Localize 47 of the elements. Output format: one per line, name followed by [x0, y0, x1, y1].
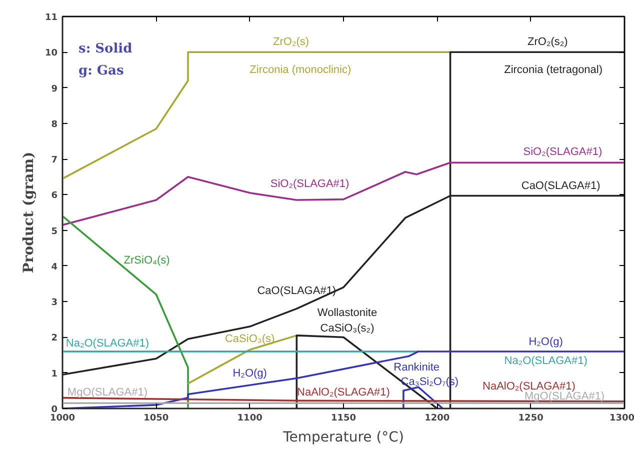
text: Na₂O(SLAGA#1): [504, 355, 588, 368]
annotation: Rankinite: [394, 362, 440, 374]
series-label: MgO(SLAGA#1): [524, 390, 605, 403]
series-label: CaSiO₃(s): [224, 333, 275, 346]
y-tick-label: 11: [44, 13, 58, 23]
series-label: ZrO₂(s₂): [528, 36, 568, 48]
x-tick-label: 1250: [518, 414, 544, 424]
annotation: s: Solid: [78, 42, 132, 56]
line-series: [62, 215, 189, 408]
text: H₂O(g): [528, 336, 563, 348]
annotation: Wollastonite: [317, 306, 378, 319]
text: NaAlO₂(SLAGA#1): [482, 380, 576, 392]
x-tick-label: 1100: [237, 414, 262, 424]
series-label: SiO₂(SLAGA#1): [523, 146, 602, 158]
series-label: H₂O(g): [232, 368, 267, 380]
y-tick-label: 5: [51, 226, 58, 237]
x-axis-title: Temperature (°C): [282, 430, 404, 446]
x-tick-label: 1200: [424, 414, 450, 424]
series-label: ZrSiO₄(s): [124, 254, 170, 267]
y-tick-label: 6: [51, 191, 58, 202]
y-tick-label: 10: [44, 48, 58, 59]
y-tick-label: 2: [51, 334, 58, 344]
series-label: CaO(SLAGA#1): [257, 284, 336, 297]
series-label: ZrO₂(s): [273, 36, 310, 48]
y-axis-title: Product (gram): [20, 152, 37, 274]
x-tick-label: 1050: [144, 414, 169, 424]
line-series: [62, 51, 452, 180]
text: MgO(SLAGA#1): [67, 386, 148, 398]
y-tick-label: 0: [51, 405, 58, 415]
y-tick-label: 8: [51, 120, 58, 130]
x-tick-label: 1300: [609, 414, 634, 424]
x-tick-label: 1000: [50, 414, 76, 424]
y-tick-label: 7: [51, 156, 58, 166]
x-tick-label: 1150: [330, 414, 356, 424]
y-tick-label: 1: [51, 369, 58, 380]
text: SiO₂(SLAGA#1): [270, 178, 350, 190]
annotation: Zirconia (tetragonal): [504, 64, 603, 76]
y-tick-label: 4: [51, 262, 58, 272]
series-label: NaAlO₂(SLAGA#1): [297, 386, 390, 398]
y-tick-label: 9: [51, 84, 58, 94]
annotation: Zirconia (monoclinic): [250, 64, 352, 76]
annotation: g: Gas: [78, 64, 124, 78]
series-label: CaSiO₃(s₂): [320, 322, 374, 334]
text: CaO(SLAGA#1): [521, 180, 600, 192]
y-tick-label: 3: [51, 298, 58, 308]
series-label: Na₂O(SLAGA#1): [66, 338, 150, 350]
line-series: [62, 162, 624, 226]
